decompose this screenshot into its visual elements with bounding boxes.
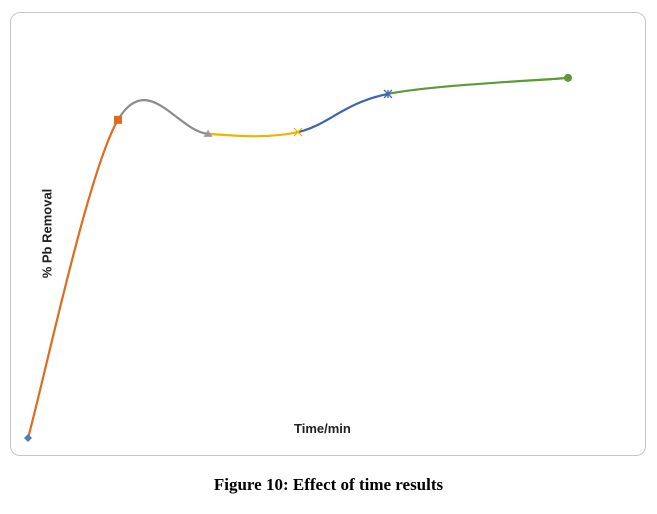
figure-caption: Figure 10: Effect of time results [213,475,444,494]
series-segment-4 [387,76,569,96]
data-point-x [293,127,303,137]
y-axis-label: % Pb Removal [39,188,55,279]
data-point-circle [564,73,572,82]
series-segment-1 [117,99,209,135]
x-axis-label: Time/min [294,421,351,436]
data-point-star [383,89,393,99]
series-segment-2 [207,131,299,138]
data-point-diamond [24,434,32,442]
series-segment-0 [26,119,119,439]
data-point-square [114,115,122,124]
chart-frame [10,12,646,456]
series-segment-3 [297,92,389,134]
data-point-triangle [203,129,213,137]
